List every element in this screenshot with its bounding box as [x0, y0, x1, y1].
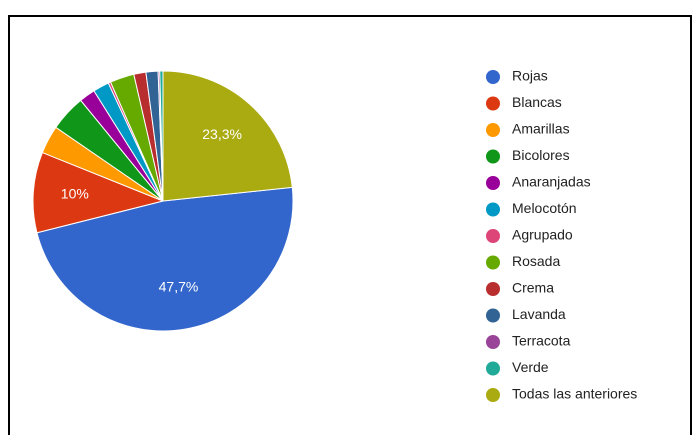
legend-swatch — [486, 229, 500, 243]
slice-label: 10% — [61, 186, 89, 202]
legend-swatch — [486, 123, 500, 137]
legend-swatch — [486, 308, 500, 323]
slice-label: 23,3% — [202, 126, 242, 142]
legend-swatch — [486, 361, 500, 376]
legend-swatch — [486, 202, 500, 217]
legend-label: Lavanda — [512, 306, 566, 322]
legend-swatch — [486, 149, 500, 164]
legend-label: Amarillas — [512, 121, 570, 137]
pie-slice — [32, 151, 165, 234]
legend-swatch — [486, 96, 500, 111]
legend-label: Bicolores — [512, 147, 570, 163]
legend-swatch — [486, 388, 500, 402]
legend-label: Crema — [512, 280, 554, 296]
legend-label: Blancas — [512, 94, 562, 110]
legend-label: Todas las anteriores — [512, 386, 637, 402]
legend-swatch — [486, 282, 500, 296]
legend-label: Rojas — [512, 68, 548, 84]
legend-label: Agrupado — [512, 227, 573, 243]
pie-slice — [36, 186, 294, 332]
slice-label: 47,7% — [159, 279, 199, 295]
legend-label: Rosada — [512, 253, 560, 269]
legend-swatch — [486, 255, 500, 270]
legend-label: Melocotón — [512, 200, 577, 216]
legend-swatch — [486, 70, 500, 84]
pie-slice — [162, 70, 293, 202]
legend-label: Anaranjadas — [512, 174, 591, 190]
legend-label: Terracota — [512, 333, 571, 349]
legend-label: Verde — [512, 359, 549, 375]
legend-swatch — [486, 176, 500, 190]
legend-swatch — [486, 335, 500, 349]
